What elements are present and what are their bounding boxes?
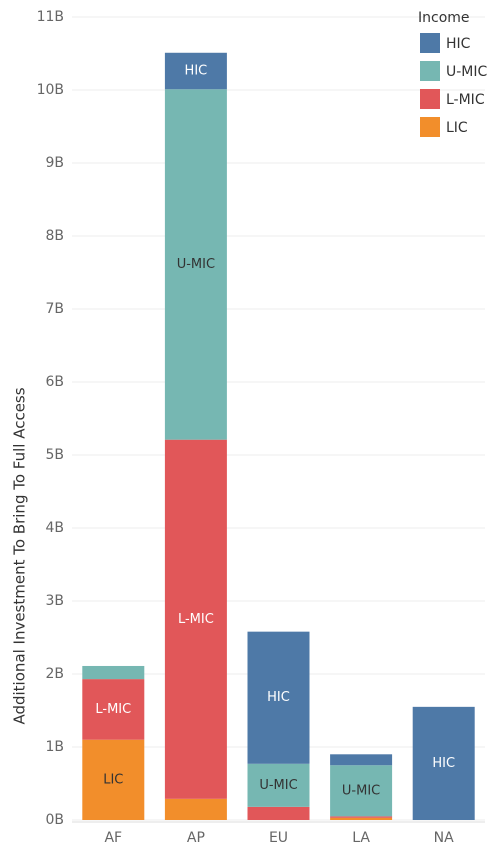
legend-swatch xyxy=(420,61,440,81)
segment-label: HIC xyxy=(432,756,455,771)
segment-label: HIC xyxy=(267,690,290,705)
bar-segment xyxy=(164,52,227,90)
x-tick-label: EU xyxy=(269,830,288,846)
bar-segment xyxy=(247,763,310,807)
y-tick-label: 8B xyxy=(45,228,64,244)
y-tick-label: 5B xyxy=(45,447,64,463)
legend-label: LIC xyxy=(446,120,468,136)
y-tick-label: 1B xyxy=(45,739,64,755)
bar-segment xyxy=(164,89,227,440)
y-tick-label: 4B xyxy=(45,520,64,536)
bar-segment xyxy=(164,439,227,799)
bar-segment xyxy=(82,679,145,740)
y-tick-label: 6B xyxy=(45,374,64,390)
segment-label: U-MIC xyxy=(342,783,380,798)
y-tick-label: 10B xyxy=(37,82,64,98)
bar-segment xyxy=(247,806,310,820)
segment-label: L-MIC xyxy=(178,612,214,627)
x-tick-label: LA xyxy=(352,830,370,846)
bar-segment xyxy=(82,665,145,680)
bar-segment xyxy=(412,706,475,820)
y-tick-label: 11B xyxy=(37,9,64,25)
bar-segment xyxy=(330,754,393,766)
bar-segment xyxy=(330,817,393,820)
segment-label: L-MIC xyxy=(95,702,131,717)
segment-label: U-MIC xyxy=(259,778,297,793)
legend-label: L-MIC xyxy=(446,92,485,108)
segment-label: U-MIC xyxy=(177,257,215,272)
legend-label: U-MIC xyxy=(446,64,488,80)
bar-segment xyxy=(164,798,227,820)
y-tick-label: 7B xyxy=(45,301,64,317)
bar-segment xyxy=(247,631,310,764)
y-tick-label: 9B xyxy=(45,155,64,171)
y-tick-label: 2B xyxy=(45,666,64,682)
bar-segment xyxy=(82,739,145,820)
bar-segment xyxy=(330,765,393,817)
x-tick-label: NA xyxy=(434,830,454,846)
x-tick-label: AF xyxy=(104,830,122,846)
y-tick-label: 3B xyxy=(45,593,64,609)
legend-title: Income xyxy=(418,10,470,26)
y-axis-title: Additional Investment To Bring To Full A… xyxy=(11,387,29,724)
bar-segment xyxy=(330,816,393,818)
segment-label: HIC xyxy=(185,64,208,79)
y-tick-label: 0B xyxy=(45,812,64,828)
segment-label: LIC xyxy=(103,772,123,787)
legend-swatch xyxy=(420,33,440,53)
legend-label: HIC xyxy=(446,36,471,52)
x-tick-label: AP xyxy=(187,830,205,846)
legend-swatch xyxy=(420,89,440,109)
legend-swatch xyxy=(420,117,440,137)
